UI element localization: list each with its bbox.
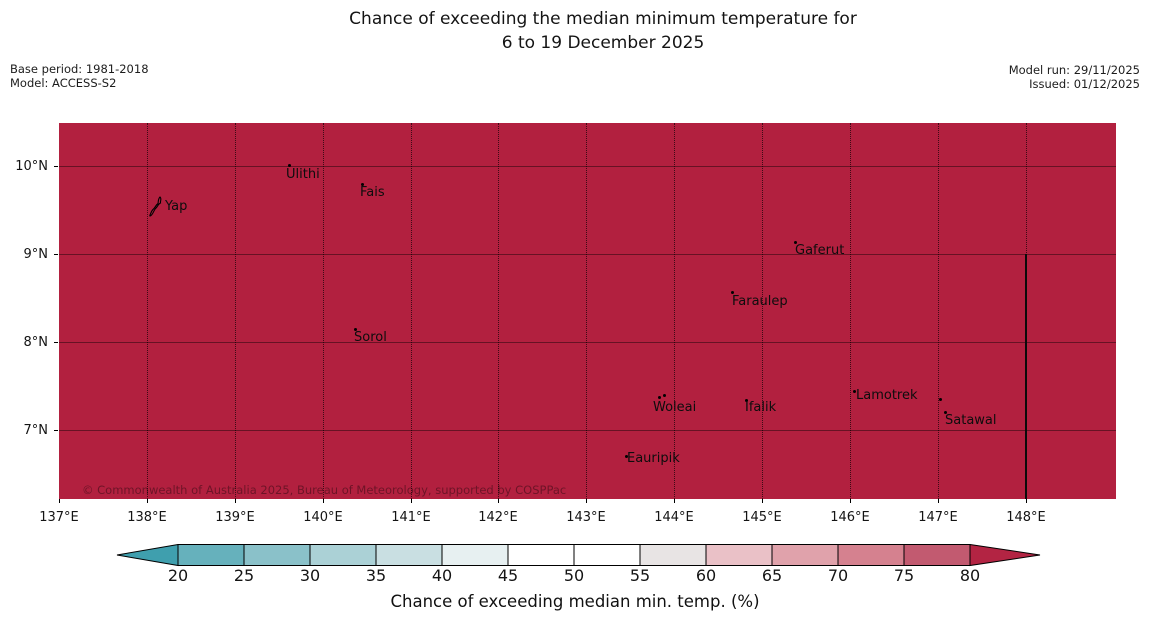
meridian-gridline (411, 123, 412, 499)
island-dot (944, 411, 947, 414)
colorbar-segment (837, 544, 905, 566)
island-dot (658, 396, 661, 399)
chart-title: Chance of exceeding the median minimum t… (56, 7, 1150, 55)
colorbar-right-arrow (969, 544, 1041, 567)
parallel-gridline (59, 166, 1116, 167)
meridian-gridline (498, 123, 499, 499)
meridian-gridline (235, 123, 236, 499)
colorbar-segment (177, 544, 245, 566)
parallel-gridline (59, 430, 1116, 431)
colorbar-tick-label: 20 (167, 566, 189, 585)
meridian-gridline (850, 123, 851, 499)
colorbar-tick-label: 70 (827, 566, 849, 585)
island-label: Yap (165, 199, 188, 214)
base-period-text: Base period: 1981-2018 (10, 62, 149, 76)
colorbar-segment (573, 544, 641, 566)
island-label: Ulithi (286, 167, 320, 182)
yap-island-icon (149, 196, 162, 217)
parallel-gridline (59, 342, 1116, 343)
island-dot (745, 399, 748, 402)
colorbar-tick-label: 35 (365, 566, 387, 585)
island-label: Woleai (653, 400, 697, 415)
island-dot (288, 164, 291, 167)
colorbar-tick-label: 30 (299, 566, 321, 585)
meridian-gridline (323, 123, 324, 499)
island-label: Satawal (945, 413, 997, 428)
meridian-gridline (762, 123, 763, 499)
colorbar-segment (705, 544, 773, 566)
meridian-gridline (674, 123, 675, 499)
colorbar-segment (375, 544, 443, 566)
colorbar-tick-label: 80 (959, 566, 981, 585)
island-label: Fais (360, 185, 385, 200)
colorbar-tick-label: 45 (497, 566, 519, 585)
map-area: Yap Ulithi Fais Sorol Gaferut Faraulep Woleai I… (59, 123, 1116, 499)
colorbar-axis-label: Chance of exceeding median min. temp. (%… (390, 592, 760, 611)
parallel-gridline (59, 254, 1116, 255)
colorbar-tick-label: 55 (629, 566, 651, 585)
island-dot (354, 328, 357, 331)
island-dot (939, 398, 942, 401)
colorbar-tick-label: 25 (233, 566, 255, 585)
island-label: Eauripik (627, 451, 680, 466)
island-dot (361, 183, 364, 186)
island-label: Gaferut (795, 243, 845, 258)
colorbar-tick-label: 60 (695, 566, 717, 585)
chart-title-line2: 6 to 19 December 2025 (501, 33, 705, 53)
island-label: Ifalik (745, 400, 777, 415)
issued-text: Issued: 01/12/2025 (1029, 76, 1140, 91)
colorbar-segment (507, 544, 575, 566)
meridian-gridline (147, 123, 148, 499)
chart-title-line1: Chance of exceeding the median minimum t… (349, 9, 857, 29)
colorbar-tick-label: 40 (431, 566, 453, 585)
meridian-gridline (938, 123, 939, 499)
island-dot (625, 455, 628, 458)
colorbar-segment (309, 544, 377, 566)
island-dot (731, 291, 734, 294)
colorbar-tick-label: 50 (563, 566, 585, 585)
colorbar-tick-label: 65 (761, 566, 783, 585)
colorbar-scale (116, 544, 1041, 567)
copyright-text: © Commonwealth of Australia 2025, Bureau… (82, 483, 567, 497)
island-label: Lamotrek (856, 388, 918, 403)
island-label: Sorol (354, 330, 387, 345)
island-dot (794, 241, 797, 244)
model-text: Model: ACCESS-S2 (10, 75, 117, 90)
colorbar-segment (243, 544, 311, 566)
colorbar-segment (903, 544, 971, 566)
model-run-text: Model run: 29/11/2025 (1008, 63, 1140, 77)
meridian-gridline (586, 123, 587, 499)
island-dot (663, 394, 666, 397)
colorbar-segment (441, 544, 509, 566)
meta-right: Model run: 29/11/2025 Issued: 01/12/2025 (1008, 63, 1140, 91)
colorbar-tick-label: 75 (893, 566, 915, 585)
region-boundary-line (1025, 254, 1027, 499)
colorbar-segment (771, 544, 839, 566)
island-dot (853, 390, 856, 393)
island-label: Faraulep (732, 294, 788, 309)
colorbar-segment (639, 544, 707, 566)
meta-left: Base period: 1981-2018 Model: ACCESS-S2 (10, 62, 149, 90)
colorbar-left-arrow (116, 544, 179, 567)
